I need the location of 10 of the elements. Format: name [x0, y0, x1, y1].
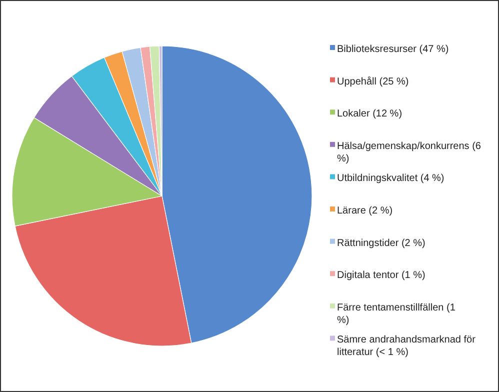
legend-label: Uppehåll (25 %) [337, 74, 409, 87]
legend-label: Utbildningskvalitet (4 %) [337, 172, 444, 184]
legend-label: Biblioteksresurser (47 %) [337, 44, 449, 55]
legend-label: Lokaler (12 %) [337, 108, 402, 120]
legend-label: Färre tentamenstillfällen (1 %) [337, 302, 456, 326]
legend-label: Hälsa/gemenskap/konkurrens (6 %) [337, 140, 482, 164]
legend-label: Digitala tentor (1 %) [337, 270, 426, 281]
legend-label: Sämre andrahandsmarknad för litteratur (< 1 %) [337, 334, 476, 358]
legend-label: Rättningstider (2 %) [337, 237, 426, 248]
legend-label: Lärare (2 %) [337, 205, 393, 216]
